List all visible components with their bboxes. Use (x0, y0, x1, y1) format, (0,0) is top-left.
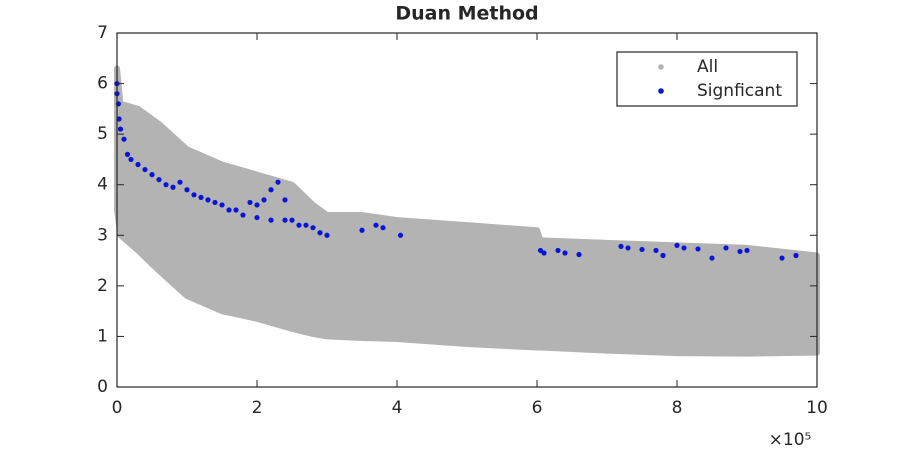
y-tick-label: 1 (97, 326, 108, 346)
x-tick-label: 4 (392, 398, 403, 418)
legend-label: Signficant (697, 81, 782, 101)
y-tick-label: 3 (97, 225, 108, 245)
point (142, 166, 148, 173)
point (310, 225, 316, 231)
point (660, 252, 666, 259)
point (681, 245, 687, 251)
point (639, 246, 645, 253)
point (177, 179, 183, 185)
point (149, 172, 155, 178)
point (198, 194, 204, 200)
y-tick-label: 5 (97, 124, 108, 144)
point (282, 217, 288, 223)
point (576, 251, 582, 258)
point (254, 214, 260, 221)
point (373, 222, 379, 228)
point (117, 126, 124, 132)
point (219, 202, 225, 208)
point (184, 187, 190, 193)
point (695, 246, 701, 252)
point (324, 232, 330, 238)
point (653, 247, 659, 254)
x-tick-label: 10 (806, 398, 828, 418)
point-cloud (114, 65, 820, 357)
point (709, 255, 715, 261)
point (296, 222, 302, 228)
point (555, 247, 561, 254)
point (618, 243, 624, 250)
y-tick-label: 7 (97, 23, 108, 43)
legend-marker (658, 64, 664, 70)
legend-box (616, 51, 798, 107)
point (674, 242, 680, 248)
point (744, 247, 750, 254)
point (247, 199, 253, 206)
point (226, 207, 232, 213)
plot-frame (116, 32, 818, 388)
point (261, 197, 267, 203)
point (135, 161, 141, 168)
point (303, 222, 309, 228)
point (124, 151, 131, 157)
point (163, 182, 169, 188)
point (541, 250, 547, 256)
point (156, 177, 162, 183)
point (723, 245, 729, 251)
point (268, 217, 274, 223)
point (275, 179, 281, 185)
legend-marker (658, 88, 664, 94)
point (397, 232, 404, 238)
x-scale-label: ×10⁵ (769, 430, 812, 450)
point (793, 252, 799, 259)
point (121, 136, 127, 142)
point (233, 207, 239, 213)
point (170, 184, 176, 190)
point (779, 255, 785, 261)
point (116, 116, 122, 122)
y-tick-label: 4 (97, 175, 108, 195)
y-tick-label: 2 (97, 276, 108, 296)
point (289, 217, 295, 223)
point (128, 156, 134, 163)
point (268, 187, 274, 193)
x-tick-label: 8 (672, 398, 683, 418)
x-tick-label: 2 (252, 398, 263, 418)
point (212, 199, 218, 206)
point (282, 197, 288, 203)
x-tick-label: 6 (532, 398, 543, 418)
y-tick-label: 0 (97, 377, 108, 397)
legend-label: All (697, 57, 718, 77)
point (359, 227, 365, 233)
y-tick-label: 6 (97, 74, 108, 94)
point (737, 248, 743, 255)
point (317, 230, 323, 236)
point (254, 202, 260, 208)
point (562, 250, 568, 256)
point (191, 192, 197, 198)
chart-title: Duan Method (395, 3, 538, 25)
point (205, 197, 211, 203)
point (240, 212, 246, 218)
point (380, 225, 386, 231)
x-tick-label: 0 (112, 398, 123, 418)
point (625, 245, 631, 251)
